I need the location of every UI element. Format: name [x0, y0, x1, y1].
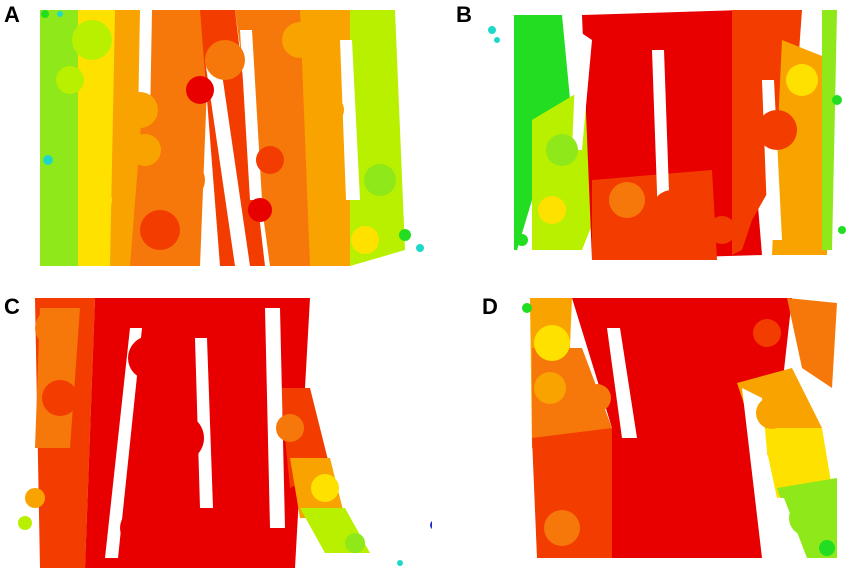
- zone-a-8: [350, 10, 405, 266]
- panel-b: B: [432, 0, 865, 287]
- gap-b-2: [652, 50, 670, 220]
- gap-c-4: [300, 518, 310, 568]
- zone-d-8: [787, 298, 837, 388]
- particle-map-c: [18, 298, 432, 568]
- gap-d-3: [772, 498, 807, 558]
- grains-c: [18, 308, 432, 566]
- gap-d-2: [742, 388, 777, 558]
- grains-d: [522, 303, 835, 556]
- particle-map-b: [488, 10, 846, 260]
- panel-label-c: C: [4, 294, 20, 319]
- panel-label-a: A: [4, 2, 20, 27]
- grains-b: [488, 26, 846, 246]
- gap-a-1: [205, 60, 250, 266]
- gap-b-1: [572, 30, 592, 150]
- grains-a: [41, 10, 424, 254]
- gap-c-3: [265, 308, 285, 528]
- panel-label-d: D: [482, 294, 498, 319]
- gap-a-3: [340, 40, 360, 200]
- panel-d: D: [432, 288, 865, 575]
- particle-map-a: [40, 10, 424, 266]
- zone-a-7: [300, 10, 355, 266]
- panel-label-b: B: [456, 2, 472, 27]
- gap-c-2: [195, 338, 213, 508]
- panel-a: A: [0, 0, 432, 287]
- gap-d-1: [607, 328, 637, 438]
- zone-b-7: [822, 10, 837, 250]
- particle-map-d: [522, 298, 837, 558]
- gap-c-1: [105, 328, 142, 558]
- panel-c: C: [0, 288, 432, 575]
